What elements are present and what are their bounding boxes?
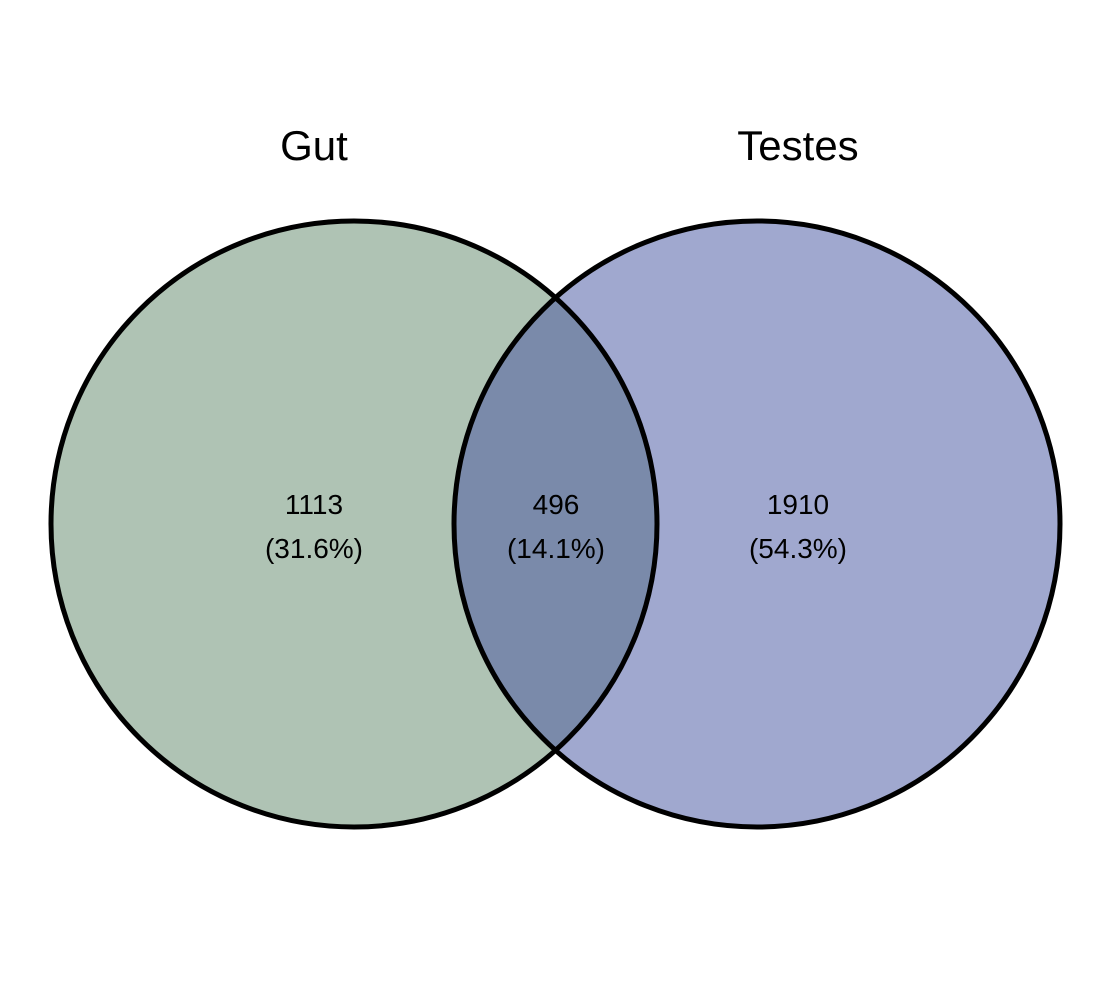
- intersection-count: 496: [533, 489, 580, 520]
- testes-only-percent: (54.3%): [749, 533, 847, 564]
- testes-only-count: 1910: [767, 489, 829, 520]
- gut-only-percent: (31.6%): [265, 533, 363, 564]
- gut-only-count: 1113: [285, 489, 343, 520]
- testes-outline: [451, 218, 1063, 830]
- intersection-percent: (14.1%): [507, 533, 605, 564]
- intersection-region: [454, 221, 657, 827]
- gut-title: Gut: [280, 122, 348, 169]
- testes-title: Testes: [737, 122, 858, 169]
- gut-outline: [48, 218, 660, 830]
